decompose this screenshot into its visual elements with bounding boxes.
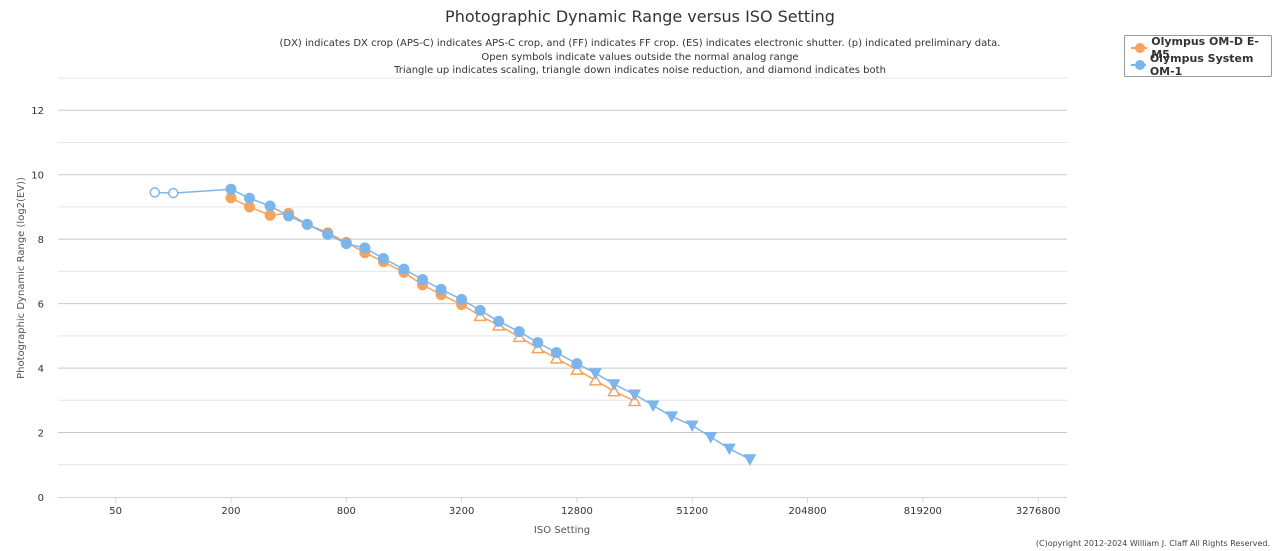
- x-tick-label: 51200: [676, 506, 708, 517]
- data-point: [322, 228, 334, 240]
- chart-subtitle-line-1: (DX) indicates DX crop (APS-C) indicates…: [279, 38, 1000, 49]
- x-tick-label: 3276800: [1016, 506, 1061, 517]
- data-point: [685, 420, 699, 432]
- data-point: [149, 187, 161, 198]
- data-point: [377, 252, 389, 264]
- data-point: [550, 347, 562, 359]
- legend-swatch-om-1: [1131, 59, 1146, 70]
- data-point: [417, 273, 429, 285]
- data-point: [665, 411, 679, 423]
- x-axis-title: ISO Setting: [534, 525, 590, 536]
- data-point: [225, 183, 237, 195]
- axes: 0 2 4 6 8 10 12 50 200 800 3200 12800 51200 204800 819…: [31, 106, 1067, 517]
- data-point: [570, 362, 584, 375]
- data-point: [571, 358, 583, 370]
- series-lines: [149, 183, 757, 466]
- data-point: [244, 192, 256, 204]
- data-point: [264, 200, 276, 212]
- y-tick-label: 12: [31, 106, 44, 117]
- legend-label-om-d-e-m5: Olympus OM-D E-M5: [1151, 34, 1259, 61]
- x-tick-label: 50: [109, 506, 122, 517]
- data-point: [588, 373, 603, 386]
- y-axis-title: Photographic Dynamic Range (log2(EV)): [16, 177, 27, 379]
- chart-legend: Olympus OM-D E-M5 Olympus System OM-1: [1124, 35, 1272, 78]
- data-point: [607, 379, 621, 391]
- y-tick-label: 6: [38, 300, 44, 311]
- data-point: [456, 293, 468, 305]
- data-point: [359, 242, 371, 254]
- x-tick-label: 204800: [788, 506, 826, 517]
- data-point: [340, 238, 352, 250]
- data-point: [493, 315, 505, 327]
- data-point: [532, 337, 544, 349]
- data-point: [283, 210, 295, 222]
- series-line-0: [230, 197, 635, 402]
- data-point: [301, 218, 313, 230]
- x-tick-label: 200: [221, 506, 240, 517]
- legend-swatch-om-d-e-m5: [1131, 42, 1148, 53]
- legend-item-om-1[interactable]: Olympus System OM-1: [1131, 52, 1265, 78]
- grid-lines: [58, 77, 1067, 466]
- y-tick-label: 10: [31, 171, 44, 182]
- data-point: [589, 368, 602, 380]
- data-point: [646, 400, 660, 413]
- data-point: [398, 263, 410, 275]
- x-tick-label: 819200: [904, 506, 942, 517]
- data-point: [628, 389, 641, 402]
- data-point: [435, 283, 447, 295]
- data-point: [607, 384, 621, 397]
- data-point: [168, 187, 179, 199]
- data-point: [513, 326, 525, 338]
- x-tick-label: 12800: [561, 506, 593, 517]
- copyright-notice: (C)opyright 2012-2024 William J. Claff A…: [1035, 539, 1270, 548]
- data-point: [723, 443, 736, 456]
- series-markers-0: [225, 192, 642, 407]
- x-tick-label: 800: [337, 506, 356, 517]
- data-point: [474, 304, 486, 316]
- chart-title: Photographic Dynamic Range versus ISO Se…: [445, 7, 835, 26]
- data-point: [743, 454, 757, 466]
- data-point: [704, 432, 718, 444]
- y-tick-label: 0: [38, 493, 44, 504]
- y-tick-label: 2: [38, 429, 44, 440]
- series-line-1: [154, 188, 751, 460]
- y-tick-label: 4: [38, 364, 44, 375]
- legend-item-om-d-e-m5[interactable]: Olympus OM-D E-M5: [1131, 35, 1265, 61]
- chart-subtitle-line-2: Open symbols indicate values outside the…: [481, 52, 798, 63]
- x-tick-label: 3200: [449, 506, 474, 517]
- chart-subtitle-line-3: Triangle up indicates scaling, triangle …: [393, 65, 886, 76]
- y-tick-label: 8: [38, 235, 44, 246]
- legend-label-om-1: Olympus System OM-1: [1149, 51, 1254, 78]
- data-point: [264, 209, 276, 221]
- series-markers-1: [149, 183, 757, 466]
